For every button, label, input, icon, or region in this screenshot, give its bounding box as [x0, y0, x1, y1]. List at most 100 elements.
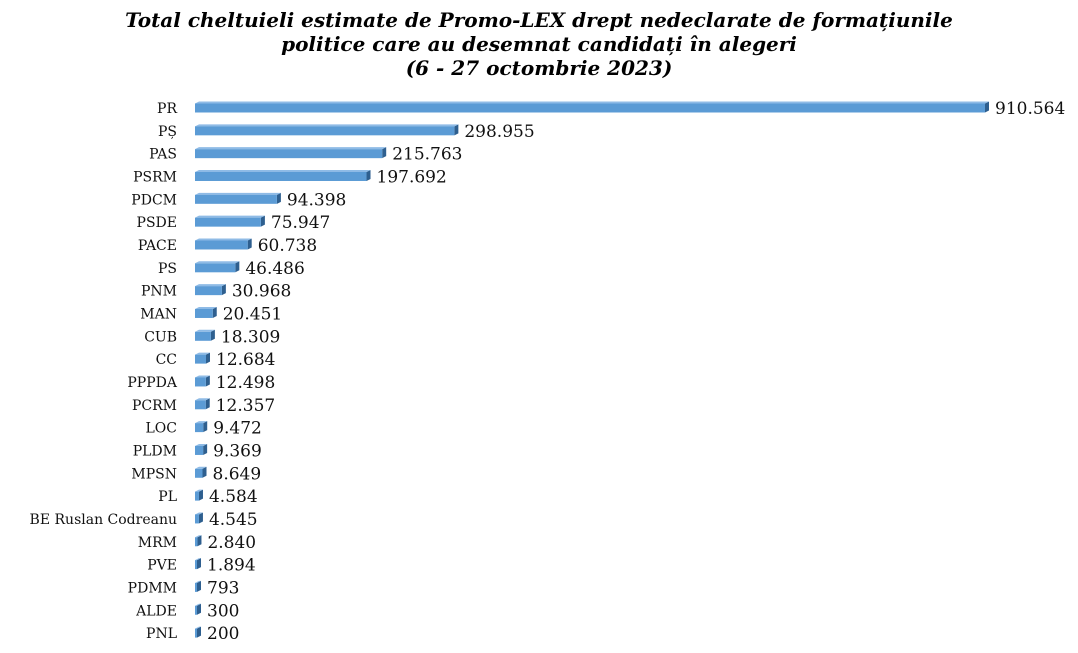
bar: [195, 194, 277, 204]
bar-top: [195, 306, 217, 309]
bar: [195, 149, 383, 159]
bar-top: [195, 147, 387, 150]
bar-side: [382, 147, 387, 159]
bar: [195, 240, 248, 250]
bar: [195, 377, 206, 387]
bar: [195, 126, 455, 136]
category-label: PR: [157, 101, 177, 117]
value-label: 30.968: [232, 282, 291, 302]
value-label: 910.564: [995, 99, 1065, 119]
bar-side: [221, 284, 226, 296]
bar-top: [195, 124, 459, 127]
bar-top: [195, 215, 265, 218]
bar-top: [195, 192, 281, 195]
bar-side: [203, 421, 208, 433]
category-label: ALDE: [135, 603, 177, 619]
value-label: 2.840: [207, 533, 256, 553]
bar-group: ALDE 300: [135, 601, 239, 621]
category-label: BE Ruslan Codreanu: [30, 512, 177, 528]
bar: [195, 331, 211, 341]
bar: [195, 263, 236, 273]
bar-side: [198, 489, 203, 501]
category-label: PAS: [149, 147, 177, 163]
bar-group: PNM 30.968: [141, 282, 291, 302]
category-label: MRM: [138, 535, 177, 551]
bar-group: MRM 2.840: [138, 533, 256, 553]
value-label: 20.451: [223, 304, 282, 324]
bar: [195, 491, 199, 501]
bar-group: PAS 215.763: [149, 145, 462, 165]
bar-top: [195, 169, 371, 172]
category-label: PNL: [146, 626, 177, 642]
bar-top: [195, 352, 211, 355]
value-label: 4.584: [209, 487, 258, 507]
bar-group: MPSN 8.649: [131, 464, 261, 484]
value-label: 215.763: [392, 145, 462, 165]
bar: [195, 605, 197, 615]
chart-title-line-1: Total cheltuieli estimate de Promo-LEX d…: [125, 8, 953, 32]
bar: [195, 468, 203, 478]
bar: [195, 400, 206, 410]
bar-side: [212, 306, 217, 318]
bar-top: [195, 261, 240, 264]
bar-side: [210, 329, 215, 341]
bar-side: [247, 238, 252, 250]
chart-title-line-3: (6 - 27 octombrie 2023): [405, 56, 673, 80]
bar-side: [454, 124, 459, 136]
bar: [195, 308, 213, 318]
bar-top: [195, 535, 202, 538]
bar-top: [195, 101, 989, 104]
category-label: PVE: [147, 558, 177, 574]
category-label: PSDE: [137, 215, 177, 231]
value-label: 298.955: [464, 122, 534, 142]
category-label: PLDM: [133, 443, 177, 459]
value-label: 75.947: [271, 213, 330, 233]
bar-side: [203, 443, 208, 455]
bar-group: LOC 9.472: [146, 419, 262, 439]
chart-title-line-2: politice care au desemnat candidați în a…: [281, 32, 797, 56]
bar-top: [195, 443, 208, 446]
category-label: PS: [158, 261, 177, 277]
category-label: MPSN: [131, 466, 177, 482]
value-label: 9.369: [213, 441, 262, 461]
bar-group: CUB 18.309: [144, 327, 280, 347]
value-label: 200: [207, 624, 239, 644]
value-label: 60.738: [258, 236, 317, 256]
bar-group: PLDM 9.369: [133, 441, 262, 461]
bar-top: [195, 466, 207, 469]
bar-side: [235, 261, 240, 273]
bar-group: PS 46.486: [158, 259, 305, 279]
bar-side: [197, 580, 201, 592]
value-label: 8.649: [213, 464, 262, 484]
bar-side: [985, 101, 989, 113]
value-label: 12.498: [216, 373, 275, 393]
category-label: CC: [156, 352, 177, 368]
bar-side: [198, 512, 203, 524]
category-label: MAN: [140, 306, 177, 322]
value-label: 9.472: [213, 419, 262, 439]
bar-top: [195, 398, 210, 401]
value-label: 12.684: [216, 350, 275, 370]
value-label: 4.545: [209, 510, 258, 530]
bar-top: [195, 375, 210, 378]
bar-group: PSDE 75.947: [137, 213, 331, 233]
bar: [195, 445, 204, 455]
bar: [195, 628, 197, 638]
bar-side: [202, 466, 207, 478]
bar-top: [195, 580, 201, 583]
category-label: LOC: [146, 421, 178, 437]
category-label: PCRM: [132, 398, 177, 414]
bar-side: [205, 398, 210, 410]
bar-side: [205, 375, 210, 387]
category-label: PACE: [138, 238, 177, 254]
category-label: PL: [158, 489, 177, 505]
bar-group: PSRM 197.692: [133, 167, 447, 187]
value-label: 300: [207, 601, 239, 621]
bar: [195, 171, 367, 181]
bar-side: [197, 626, 201, 638]
category-label: PSRM: [133, 169, 177, 185]
bar-group: BE Ruslan Codreanu 4.545: [30, 510, 258, 530]
bar-group: PR 910.564: [157, 99, 1065, 119]
bar: [195, 582, 197, 592]
